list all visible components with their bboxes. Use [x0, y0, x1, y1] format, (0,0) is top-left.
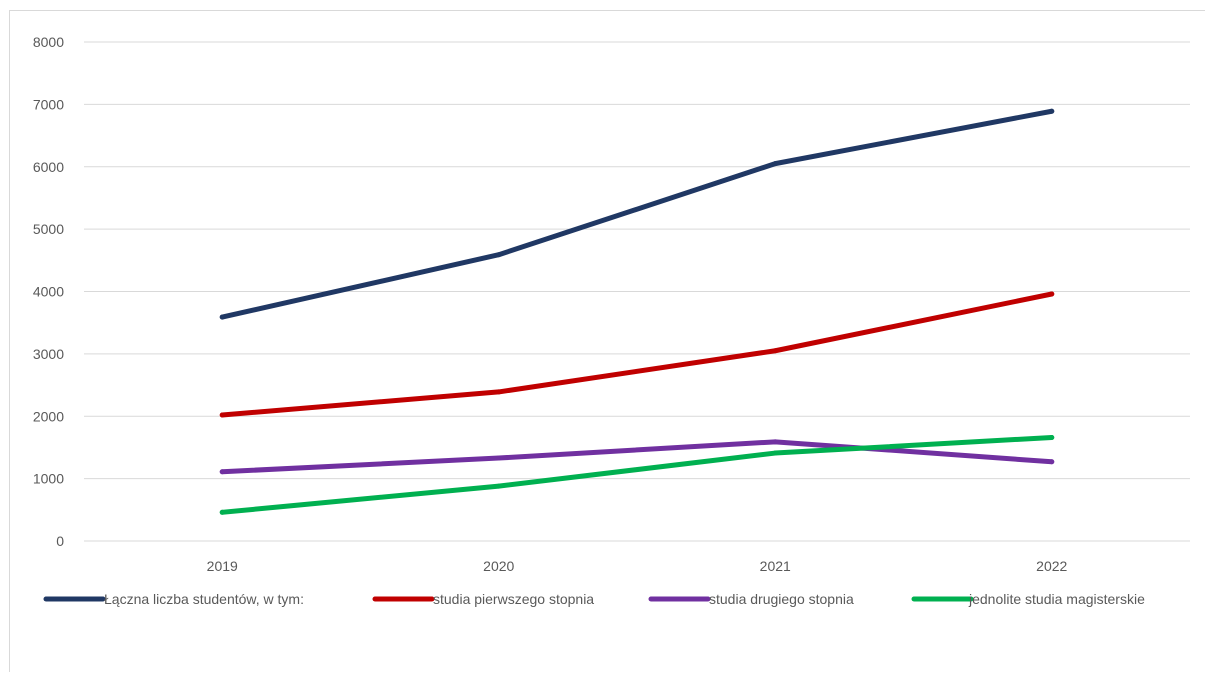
- grid-lines: [84, 41, 1190, 480]
- series-line-1: [219, 291, 1055, 418]
- y-tick-label: 0: [56, 533, 64, 549]
- data-point-3-0: [219, 509, 225, 515]
- chart-frame: [9, 10, 1205, 672]
- x-tick-label: 2020: [483, 558, 514, 574]
- data-point-1-2: [772, 348, 778, 354]
- data-point-3-1: [496, 483, 502, 489]
- legend-label-0: Łączna liczba studentów, w tym:: [104, 591, 304, 607]
- legend: Łączna liczba studentów, w tym: studia pi…: [43, 591, 1145, 607]
- data-point-0-1: [496, 252, 502, 258]
- x-tick-label: 2021: [760, 558, 791, 574]
- series-lines: [219, 108, 1055, 515]
- y-tick-label: 4000: [33, 284, 64, 300]
- data-point-0-2: [772, 161, 778, 167]
- legend-label-1: studia pierwszego stopnia: [433, 591, 594, 607]
- y-tick-label: 1000: [33, 471, 64, 487]
- y-tick-label: 3000: [33, 346, 64, 362]
- data-point-1-1: [496, 389, 502, 395]
- data-point-2-2: [772, 439, 778, 445]
- data-point-0-0: [219, 314, 225, 320]
- series-line-3: [219, 434, 1055, 515]
- x-tick-label: 2019: [207, 558, 238, 574]
- y-tick-label: 6000: [33, 159, 64, 175]
- y-tick-label: 2000: [33, 408, 64, 424]
- data-point-2-0: [219, 469, 225, 475]
- x-axis-ticks: 2019 2020 2021 2022: [207, 558, 1068, 574]
- x-tick-label: 2022: [1036, 558, 1067, 574]
- series-line-2: [219, 439, 1055, 475]
- data-point-1-3: [1049, 291, 1055, 297]
- y-axis-ticks: 0 1000 2000 3000 4000 5000 6000 7000 8000: [33, 34, 64, 549]
- data-point-3-3: [1049, 434, 1055, 440]
- data-point-0-3: [1049, 108, 1055, 114]
- data-point-3-2: [772, 450, 778, 456]
- series-line-0: [219, 108, 1055, 320]
- y-tick-label: 8000: [33, 34, 64, 50]
- legend-label-2: studia drugiego stopnia: [709, 591, 854, 607]
- data-point-2-3: [1049, 459, 1055, 465]
- legend-label-3: jednolite studia magisterskie: [968, 591, 1145, 607]
- data-point-1-0: [219, 412, 225, 418]
- y-tick-label: 5000: [33, 221, 64, 237]
- y-tick-label: 7000: [33, 96, 64, 112]
- data-point-2-1: [496, 455, 502, 461]
